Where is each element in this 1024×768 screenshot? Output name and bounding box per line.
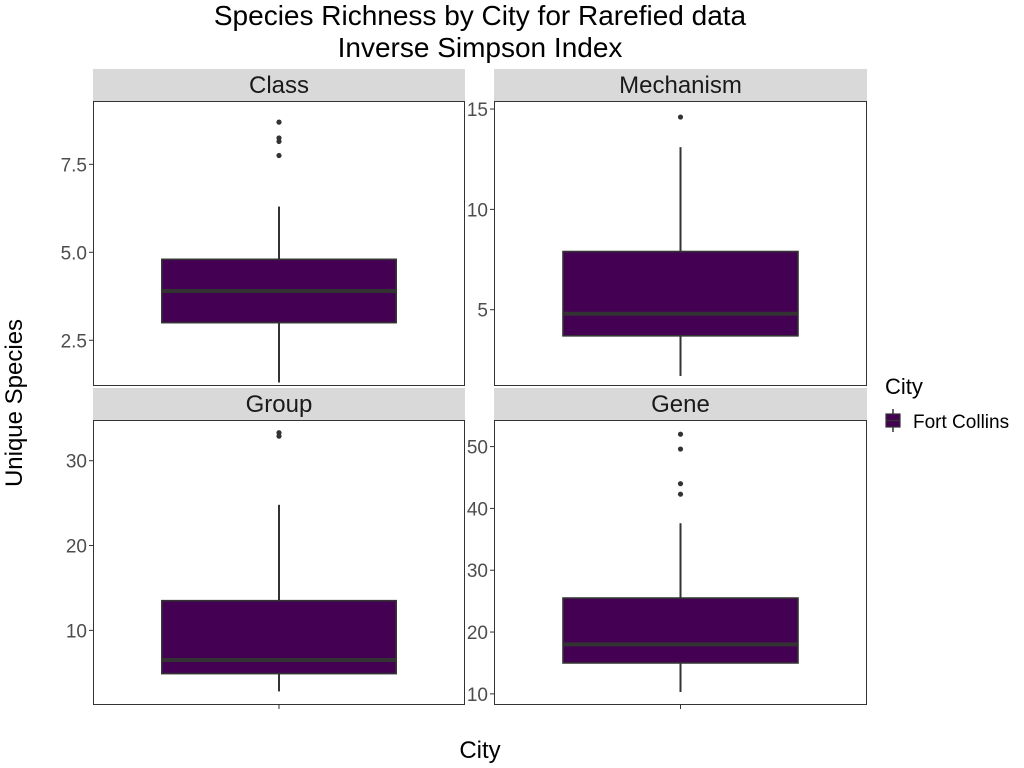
y-tick-label-mechanism: 5 [477,301,488,322]
outlier-point-class [276,152,282,159]
y-tick-label-group: 20 [66,537,87,558]
y-tick-label-gene: 50 [467,438,488,459]
panel-group: Group 10 20 30 [66,388,465,709]
box-mechanism [562,250,799,337]
y-tick-label-class: 2.5 [61,331,87,352]
strip-gene [494,388,867,420]
strip-mechanism [494,69,867,101]
y-tick-label-gene: 30 [467,561,488,582]
strip-label-class: Class [249,72,309,99]
strip-label-mechanism: Mechanism [619,72,742,99]
y-tick-label-mechanism: 15 [467,100,488,121]
strip-label-group: Group [246,391,313,418]
outlier-point-gene [677,431,684,437]
y-tick-label-gene: 40 [467,499,488,520]
outlier-point-gene [677,491,684,497]
y-tick-label-class: 5.0 [61,243,87,264]
y-tick-label-gene: 10 [467,685,488,706]
panel-mechanism: Mechanism 5 10 15 [467,69,867,386]
legend-title: City [885,374,923,399]
outlier-point-gene [677,446,684,452]
outlier-point-gene [677,481,684,487]
legend-key-fort-collins [885,409,901,432]
y-axis-title: Unique Species [1,319,28,487]
outlier-point-group [276,430,282,436]
strip-label-gene: Gene [651,391,710,418]
legend-label-fort-collins: Fort Collins [913,412,1009,433]
y-tick-label-group: 30 [66,452,87,473]
outlier-point-mechanism [677,114,684,120]
strip-group [93,388,465,420]
y-tick-label-class: 7.5 [61,155,87,176]
panel-class: Class 2.5 5.0 7.5 [61,69,465,386]
legend: City Fort Collins [885,374,1009,433]
panel-gene: Gene 10 20 30 40 50 [467,388,867,709]
box-gene [562,597,799,664]
facet-panels: Class2.55.07.5Mechanism51015Group102030G… [61,69,867,709]
x-axis-title: City [459,737,500,764]
y-tick-label-gene: 20 [467,623,488,644]
strip-class [93,69,465,101]
chart-subtitle: Inverse Simpson Index [338,32,623,63]
box-group [161,599,397,675]
outlier-point-class [276,135,282,141]
y-tick-label-mechanism: 10 [467,200,488,221]
outlier-point-class [276,119,282,125]
chart-title: Species Richness by City for Rarefied da… [214,0,747,31]
y-tick-label-group: 10 [66,621,87,642]
